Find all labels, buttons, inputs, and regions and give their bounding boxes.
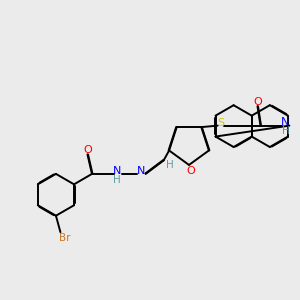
Text: O: O bbox=[186, 167, 195, 176]
Text: N: N bbox=[281, 117, 290, 127]
Text: Br: Br bbox=[59, 233, 70, 243]
Text: N: N bbox=[137, 166, 146, 176]
Text: O: O bbox=[83, 145, 92, 155]
Text: H: H bbox=[282, 126, 290, 136]
Text: H: H bbox=[113, 175, 121, 185]
Text: S: S bbox=[218, 118, 225, 128]
Text: H: H bbox=[166, 160, 173, 170]
Text: N: N bbox=[113, 166, 122, 176]
Text: O: O bbox=[254, 97, 262, 107]
